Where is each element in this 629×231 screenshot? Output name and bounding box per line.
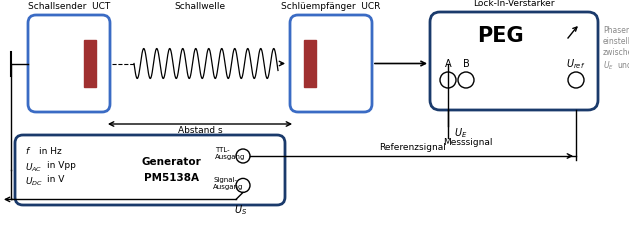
Text: TTL-
Ausgang: TTL- Ausgang (215, 148, 245, 161)
Text: Messsignal: Messsignal (443, 138, 493, 147)
Text: $U_E$  und $U_{ref}$: $U_E$ und $U_{ref}$ (603, 59, 629, 72)
Text: Lock-In-Verstärker: Lock-In-Verstärker (473, 0, 555, 8)
FancyBboxPatch shape (290, 15, 372, 112)
Text: PM5138A: PM5138A (144, 173, 199, 183)
Text: Abstand s: Abstand s (177, 126, 222, 135)
Text: B: B (462, 59, 469, 69)
Bar (84, 40, 96, 87)
Text: einstellung: einstellung (603, 37, 629, 46)
Text: $U_{ref}$: $U_{ref}$ (566, 57, 586, 71)
FancyBboxPatch shape (28, 15, 110, 112)
FancyBboxPatch shape (15, 135, 285, 205)
Text: $U_{DC}$: $U_{DC}$ (25, 175, 43, 188)
Text: Schallwelle: Schallwelle (174, 2, 226, 11)
Text: Schallsender  UCT: Schallsender UCT (28, 2, 110, 11)
Text: Schlüempfänger  UCR: Schlüempfänger UCR (281, 2, 381, 11)
Text: in Vpp: in Vpp (47, 161, 76, 170)
Text: $U_S$: $U_S$ (235, 204, 248, 217)
Text: $U_E$: $U_E$ (454, 126, 467, 140)
Text: A: A (445, 59, 452, 69)
Text: PEG: PEG (477, 26, 524, 46)
Text: in V: in V (47, 175, 64, 184)
FancyBboxPatch shape (430, 12, 598, 110)
Text: in Hz: in Hz (39, 147, 62, 156)
Text: Phasen-: Phasen- (603, 26, 629, 35)
Text: Signal-
Ausgang: Signal- Ausgang (213, 177, 243, 190)
Text: Generator: Generator (142, 157, 201, 167)
Text: $U_{AC}$: $U_{AC}$ (25, 161, 42, 173)
Text: Referenzsignal: Referenzsignal (379, 143, 447, 152)
Text: f: f (25, 147, 28, 156)
Text: zwischen: zwischen (603, 48, 629, 57)
Bar (304, 40, 316, 87)
